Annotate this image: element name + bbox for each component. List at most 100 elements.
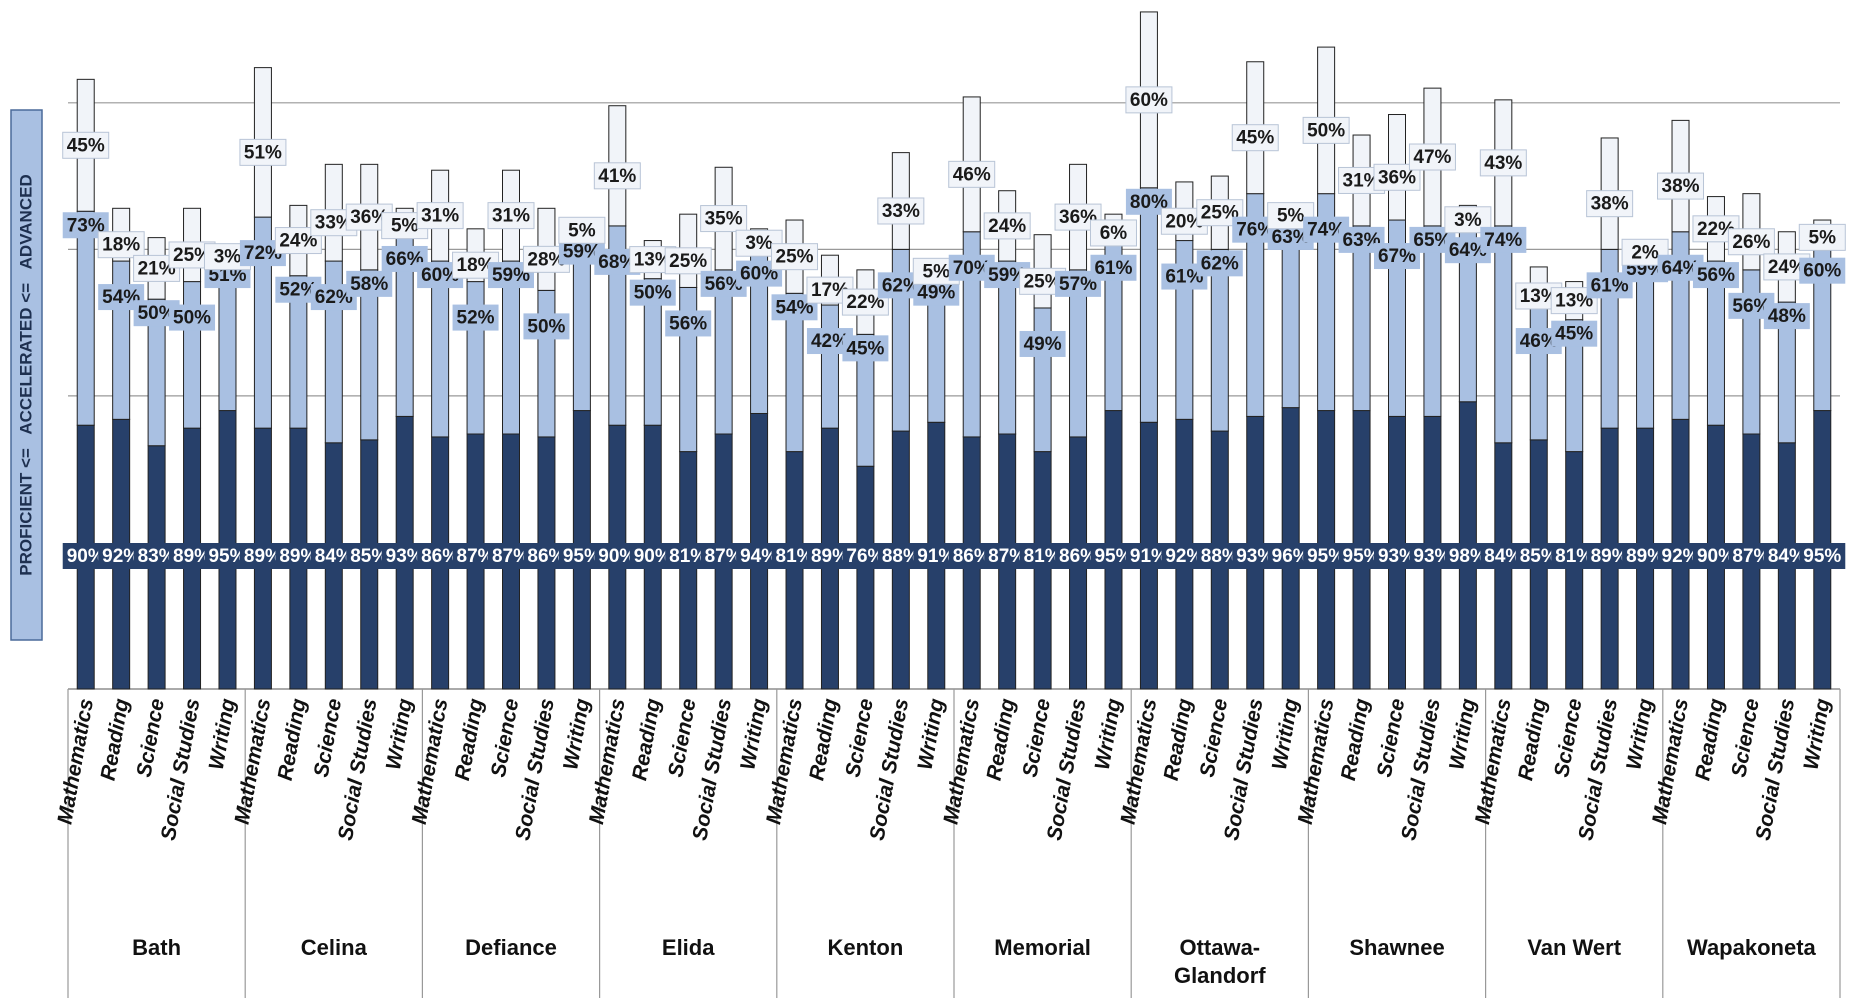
data-label: 61% — [1591, 275, 1629, 296]
data-label-box — [1125, 86, 1173, 114]
data-label-box — [487, 202, 535, 230]
data-label: 95% — [1343, 546, 1381, 567]
data-label: 87% — [1732, 546, 1770, 567]
data-label: 61% — [1165, 267, 1203, 288]
data-label: 33% — [315, 213, 353, 234]
bar-segment — [1281, 222, 1300, 409]
x-tick-label: Writing — [205, 697, 240, 772]
x-tick-label: Writing — [559, 697, 594, 772]
x-tick-label: Mathematics — [939, 697, 984, 826]
data-label: 25% — [776, 247, 814, 268]
data-label: 89% — [244, 546, 282, 567]
data-label: 31% — [421, 206, 459, 227]
group-label: Elida — [661, 935, 715, 960]
data-label: 46% — [953, 164, 991, 185]
data-label: 25% — [1024, 271, 1062, 292]
data-label: 63% — [1272, 227, 1310, 248]
x-tick-label: Mathematics — [585, 697, 630, 826]
x-tick-label: Mathematics — [231, 697, 276, 826]
data-label: 54% — [776, 297, 814, 318]
data-label: 5% — [923, 261, 951, 282]
data-label-box — [1763, 303, 1810, 330]
bar-segment — [1033, 451, 1052, 690]
data-label-box — [1196, 250, 1243, 277]
data-label: 50% — [634, 283, 672, 304]
x-tick-label: Science — [487, 697, 523, 779]
data-label: 66% — [386, 249, 424, 270]
group-label: Wapakoneta — [1687, 935, 1816, 960]
data-label: 56% — [1697, 265, 1735, 286]
data-label: 52% — [279, 280, 317, 301]
data-label: 13% — [1520, 286, 1558, 307]
data-label: 63% — [1343, 230, 1381, 251]
data-label: 90% — [1697, 546, 1735, 567]
group-label: Memorial — [994, 935, 1091, 960]
data-label: 20% — [1165, 211, 1203, 232]
x-tick-label: Reading — [1514, 697, 1551, 783]
data-label: 24% — [1768, 257, 1806, 278]
bar-segment — [1033, 307, 1052, 453]
data-label: 76% — [846, 546, 884, 567]
x-tick-label: Reading — [805, 697, 842, 783]
data-label: 56% — [705, 274, 743, 295]
data-label: 81% — [776, 546, 814, 567]
data-label: 87% — [492, 546, 530, 567]
data-label-box — [593, 162, 641, 190]
data-label: 90% — [598, 546, 636, 567]
x-tick-label: Science — [841, 697, 877, 779]
data-label: 50% — [1307, 120, 1345, 141]
x-tick-label: Writing — [1800, 697, 1835, 772]
data-label: 36% — [350, 207, 388, 228]
data-label: 25% — [669, 251, 707, 272]
data-label-box — [771, 243, 819, 271]
x-tick-label: Mathematics — [1117, 697, 1162, 826]
data-label: 45% — [67, 135, 105, 156]
data-label: 94% — [740, 546, 778, 567]
data-label: 67% — [1378, 246, 1416, 267]
data-label: 24% — [988, 216, 1026, 237]
x-tick-label: Writing — [914, 697, 949, 772]
data-label: 56% — [669, 313, 707, 334]
data-label: 51% — [208, 265, 246, 286]
x-tick-label: Mathematics — [408, 697, 453, 826]
x-tick-label: Science — [310, 697, 346, 779]
data-label-box — [629, 279, 676, 306]
group-label: Defiance — [465, 935, 557, 960]
data-label: 80% — [1130, 192, 1168, 213]
data-label: 41% — [598, 166, 636, 187]
data-label: 5% — [391, 216, 419, 237]
data-label: 31% — [1343, 170, 1381, 191]
data-label: 61% — [1094, 258, 1132, 279]
data-label: 5% — [568, 220, 596, 241]
group-label: Van Wert — [1527, 935, 1622, 960]
data-label: 74% — [1307, 220, 1345, 241]
data-label-box — [169, 304, 216, 331]
data-label: 49% — [917, 283, 955, 304]
bar-segment — [1565, 451, 1584, 690]
data-label: 36% — [1059, 207, 1097, 228]
data-label: 92% — [1662, 546, 1700, 567]
data-label: 86% — [1059, 546, 1097, 567]
data-label: 84% — [1484, 546, 1522, 567]
data-label: 98% — [1449, 546, 1487, 567]
bar-segment — [1139, 187, 1158, 423]
data-label: 65% — [1413, 230, 1451, 251]
bar-segment — [537, 289, 556, 438]
x-tick-label: Reading — [628, 697, 665, 783]
data-label: 43% — [1484, 153, 1522, 174]
data-label: 70% — [953, 258, 991, 279]
data-label: 47% — [1413, 147, 1451, 168]
data-label: 59% — [988, 265, 1026, 286]
data-label: 64% — [1449, 240, 1487, 261]
data-label: 52% — [457, 308, 495, 329]
data-label: 87% — [988, 546, 1026, 567]
data-label: 3% — [214, 247, 242, 268]
bar-segment — [1494, 225, 1513, 444]
data-label-box — [523, 313, 570, 340]
data-label-box — [97, 231, 145, 259]
data-label: 42% — [811, 331, 849, 352]
data-label: 72% — [244, 243, 282, 264]
data-label: 48% — [1768, 306, 1806, 327]
x-tick-label: Mathematics — [1471, 697, 1516, 826]
